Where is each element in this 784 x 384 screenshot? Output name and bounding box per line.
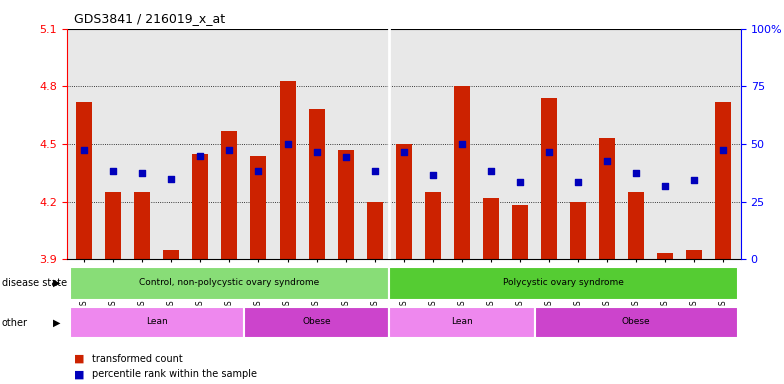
Point — [339, 154, 352, 161]
Text: ■: ■ — [74, 369, 89, 379]
Bar — [367, 202, 383, 259]
Point — [165, 175, 177, 182]
Text: ▶: ▶ — [53, 278, 61, 288]
Bar — [628, 192, 644, 259]
Text: Control, non-polycystic ovary syndrome: Control, non-polycystic ovary syndrome — [140, 278, 320, 287]
Text: ■: ■ — [74, 354, 89, 364]
Point — [717, 147, 730, 153]
Point — [78, 147, 90, 153]
Bar — [389, 267, 738, 300]
Point — [426, 172, 439, 178]
Text: Polycystic ovary syndrome: Polycystic ovary syndrome — [503, 278, 624, 287]
Bar — [541, 98, 557, 259]
Point — [194, 152, 207, 159]
Text: disease state: disease state — [2, 278, 67, 288]
Text: percentile rank within the sample: percentile rank within the sample — [92, 369, 256, 379]
Point — [630, 170, 643, 176]
Point — [136, 170, 148, 176]
Bar — [716, 102, 731, 259]
Point — [485, 168, 497, 174]
Bar — [163, 250, 180, 259]
Bar — [512, 205, 528, 259]
Text: Lean: Lean — [451, 317, 473, 326]
Bar — [396, 144, 412, 259]
Point — [397, 149, 410, 155]
Bar — [221, 131, 238, 259]
Bar — [76, 102, 92, 259]
Point — [310, 149, 323, 155]
Text: GDS3841 / 216019_x_at: GDS3841 / 216019_x_at — [74, 12, 226, 25]
Point — [601, 158, 613, 164]
Bar — [686, 250, 702, 259]
Text: ▶: ▶ — [53, 318, 61, 328]
Bar — [244, 307, 389, 338]
Point — [688, 177, 701, 184]
Text: transformed count: transformed count — [92, 354, 183, 364]
Bar — [389, 307, 535, 338]
Bar — [70, 267, 389, 300]
Text: Lean: Lean — [146, 317, 168, 326]
Bar — [250, 156, 267, 259]
Text: Obese: Obese — [303, 317, 331, 326]
Bar — [338, 150, 354, 259]
Bar — [309, 109, 325, 259]
Point — [514, 179, 526, 185]
Bar — [454, 86, 470, 259]
Point — [107, 168, 119, 174]
Bar — [105, 192, 122, 259]
Bar — [657, 253, 673, 259]
Point — [223, 147, 236, 153]
Point — [543, 149, 555, 155]
Bar — [134, 192, 151, 259]
Bar — [535, 307, 738, 338]
Bar — [483, 198, 499, 259]
Point — [281, 141, 294, 147]
Bar — [280, 81, 296, 259]
Bar — [570, 202, 586, 259]
Point — [572, 179, 584, 185]
Bar — [192, 154, 209, 259]
Point — [252, 168, 265, 174]
Bar — [70, 307, 244, 338]
Text: Obese: Obese — [622, 317, 651, 326]
Point — [368, 168, 381, 174]
Bar — [599, 138, 615, 259]
Point — [659, 183, 672, 189]
Text: other: other — [2, 318, 27, 328]
Bar — [425, 192, 441, 259]
Point — [456, 141, 468, 147]
